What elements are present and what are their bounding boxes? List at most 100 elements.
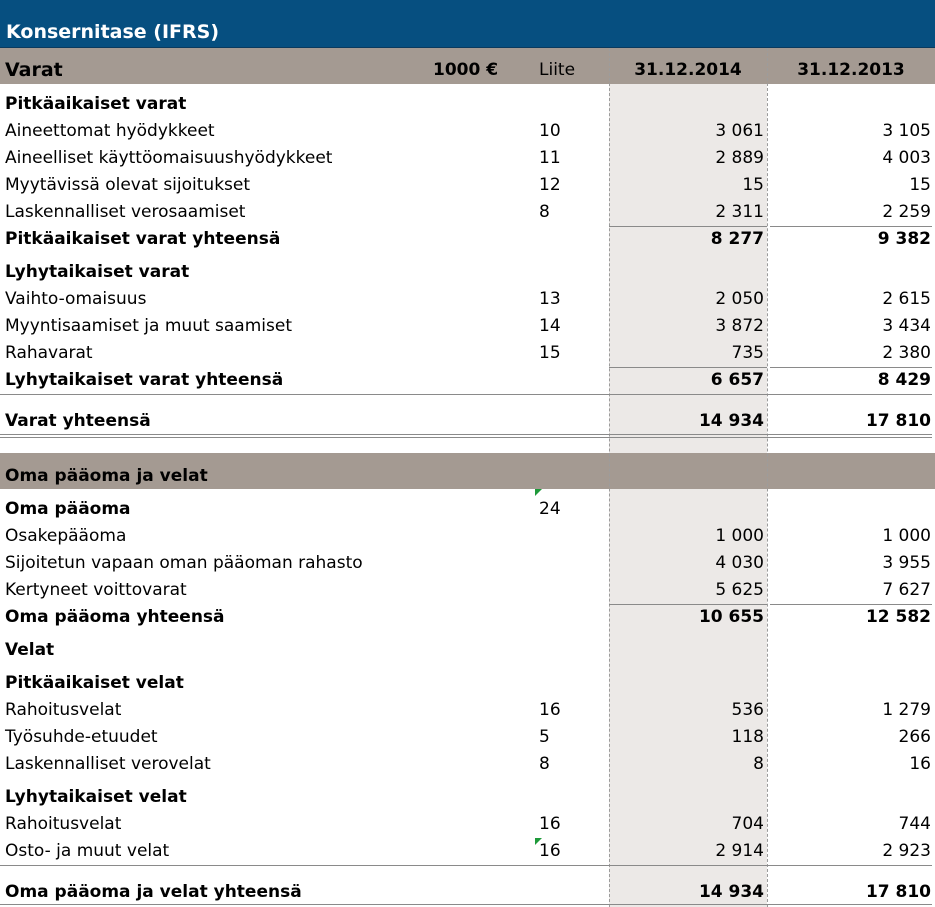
row-value-2014: 8 277 — [710, 229, 764, 249]
row-value-2014: 2 889 — [715, 148, 764, 168]
row-label: Osakepääoma — [5, 526, 127, 546]
header-note: Liite — [539, 60, 576, 80]
row-value-2014: 6 657 — [710, 370, 764, 390]
table-row: Rahavarat 15 735 2 380 — [0, 340, 935, 367]
row-value-2013: 2 259 — [882, 202, 931, 222]
row-value-2014: 2 311 — [715, 202, 764, 222]
row-value-2014: 2 914 — [715, 841, 764, 861]
total-rule — [0, 394, 932, 395]
comment-marker-icon[interactable] — [535, 489, 542, 496]
row-value-2013: 3 955 — [882, 553, 931, 573]
section-heading: Lyhytaikaiset velat — [0, 784, 935, 811]
total-rule — [0, 865, 932, 866]
row-value-2013: 1 279 — [882, 700, 931, 720]
table-row: Vaihto-omaisuus 13 2 050 2 615 — [0, 286, 935, 313]
row-note: 15 — [539, 343, 561, 363]
row-label: Sijoitetun vapaan oman pääoman rahasto — [5, 553, 363, 573]
section-band-equity-liabilities — [0, 453, 935, 489]
row-label: Lyhytaikaiset varat — [5, 262, 190, 282]
row-label: Myytävissä olevat sijoitukset — [5, 175, 251, 195]
row-label: Laskennalliset verosaamiset — [5, 202, 246, 222]
row-value-2013: 12 582 — [865, 607, 931, 627]
row-value-2014: 10 655 — [698, 607, 764, 627]
header-unit: 1000 € — [433, 60, 499, 80]
table-row: Rahoitusvelat 16 536 1 279 — [0, 697, 935, 724]
row-note: 10 — [539, 121, 561, 141]
row-value-2013: 744 — [898, 814, 931, 834]
row-value-2013: 3 105 — [882, 121, 931, 141]
row-value-2013: 7 627 — [882, 580, 931, 600]
row-label: Vaihto-omaisuus — [5, 289, 147, 309]
row-label: Rahoitusvelat — [5, 700, 122, 720]
row-label: Lyhytaikaiset varat yhteensä — [5, 370, 284, 390]
row-value-2013: 2 923 — [882, 841, 931, 861]
table-row: Laskennalliset verovelat 8 8 16 — [0, 751, 935, 778]
row-value-2013: 16 — [909, 754, 931, 774]
double-underline — [0, 437, 932, 438]
row-value-2013: 3 434 — [882, 316, 931, 336]
row-value-2014: 14 934 — [698, 411, 764, 431]
row-value-2014: 3 061 — [715, 121, 764, 141]
row-label: Aineettomat hyödykkeet — [5, 121, 215, 141]
header-date-2013: 31.12.2013 — [797, 60, 905, 80]
row-label: Lyhytaikaiset velat — [5, 787, 187, 807]
row-value-2013: 4 003 — [882, 148, 931, 168]
double-underline — [0, 904, 932, 905]
table-row: Kertyneet voittovarat 5 625 7 627 — [0, 577, 935, 604]
row-label: Oma pääoma yhteensä — [5, 607, 225, 627]
row-value-2014: 536 — [731, 700, 764, 720]
row-note: 8 — [539, 754, 550, 774]
row-note: 14 — [539, 316, 561, 336]
column-header-band — [0, 48, 935, 84]
table-row: Myyntisaamiset ja muut saamiset 14 3 872… — [0, 313, 935, 340]
row-note: 16 — [539, 814, 561, 834]
section-band-label: Oma pääoma ja velat — [0, 463, 935, 490]
row-note: 8 — [539, 202, 550, 222]
row-label: Velat — [5, 640, 55, 660]
table-row: Työsuhde-etuudet 5 118 266 — [0, 724, 935, 751]
page-title: Konsernitase (IFRS) — [6, 21, 220, 43]
section-heading: Lyhytaikaiset varat — [0, 259, 935, 286]
subtotal-rule-2014 — [609, 226, 767, 227]
subtotal-row: Oma pääoma yhteensä 10 655 12 582 — [0, 604, 935, 631]
row-label: Pitkäaikaiset varat — [5, 94, 187, 114]
row-value-2013: 1 000 — [882, 526, 931, 546]
row-value-2014: 704 — [731, 814, 764, 834]
column-shade-2014 — [609, 84, 767, 453]
row-note: 13 — [539, 289, 561, 309]
row-label: Oma pääoma — [5, 499, 131, 519]
row-note: 5 — [539, 727, 550, 747]
column-divider-left — [609, 48, 610, 907]
row-value-2013: 9 382 — [877, 229, 931, 249]
row-value-2014: 118 — [731, 727, 764, 747]
header-date-2014: 31.12.2014 — [634, 60, 742, 80]
row-value-2014: 2 050 — [715, 289, 764, 309]
subtotal-rule-2013 — [770, 226, 932, 227]
row-label: Kertyneet voittovarat — [5, 580, 187, 600]
row-label: Rahavarat — [5, 343, 93, 363]
total-row: Varat yhteensä 14 934 17 810 — [0, 408, 935, 435]
row-label: Pitkäaikaiset velat — [5, 673, 184, 693]
row-label: Oma pääoma ja velat yhteensä — [5, 882, 302, 902]
row-label: Myyntisaamiset ja muut saamiset — [5, 316, 292, 336]
row-value-2014: 15 — [742, 175, 764, 195]
row-label: Työsuhde-etuudet — [5, 727, 158, 747]
column-divider-right — [767, 48, 768, 907]
table-row: Osto- ja muut velat 16 2 914 2 923 — [0, 838, 935, 865]
row-label: Varat yhteensä — [5, 411, 151, 431]
subtotal-row: Pitkäaikaiset varat yhteensä 8 277 9 382 — [0, 226, 935, 253]
row-note: 24 — [539, 499, 561, 519]
row-value-2013: 17 810 — [865, 411, 931, 431]
comment-marker-icon[interactable] — [535, 838, 542, 845]
double-underline — [0, 434, 932, 435]
row-note: 16 — [539, 841, 561, 861]
table-row: Osakepääoma 1 000 1 000 — [0, 523, 935, 550]
row-label: Aineelliset käyttöomaisuushyödykkeet — [5, 148, 333, 168]
row-label: Osto- ja muut velat — [5, 841, 170, 861]
row-value-2014: 1 000 — [715, 526, 764, 546]
header-varat: Varat — [5, 59, 63, 81]
subtotal-rule-2013 — [770, 367, 932, 368]
table-row: Sijoitetun vapaan oman pääoman rahasto 4… — [0, 550, 935, 577]
row-value-2013: 2 380 — [882, 343, 931, 363]
row-value-2014: 14 934 — [698, 882, 764, 902]
